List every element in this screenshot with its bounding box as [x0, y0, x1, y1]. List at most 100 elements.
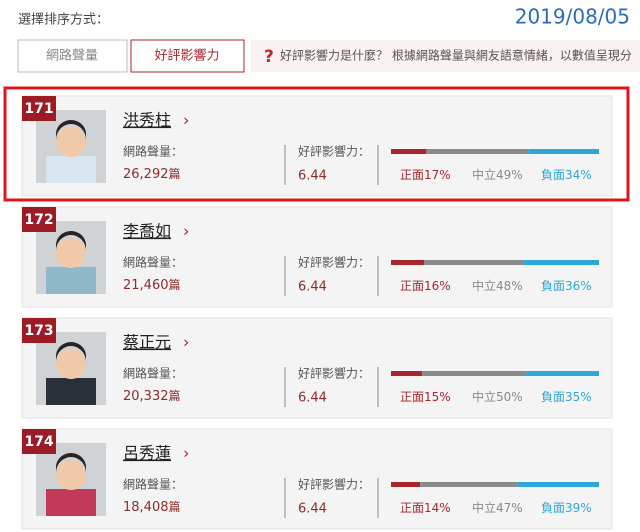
sentiment-label: 中立47% — [472, 500, 523, 515]
date: 2019/08/05 — [515, 5, 630, 29]
photo-body — [46, 378, 96, 405]
sentiment-label: 負面34% — [541, 168, 592, 182]
sentiment-bar — [424, 260, 525, 265]
rank: 171 — [24, 101, 53, 117]
tab[interactable]: 網路聲量 — [46, 48, 98, 64]
photo-face — [56, 238, 86, 268]
volume: 21,460篇 — [123, 277, 181, 293]
sentiment-name: 中立 — [472, 167, 496, 182]
sentiment-name: 正面 — [400, 279, 424, 293]
arrow[interactable]: › — [183, 222, 189, 241]
sentiment-value: 36% — [565, 279, 592, 293]
rank: 174 — [24, 434, 53, 450]
tab-active[interactable]: 好評影響力 — [154, 48, 219, 64]
influence-label: 好評影響力： — [298, 477, 370, 492]
sentiment-name: 負面 — [541, 168, 565, 182]
rank-badge — [22, 318, 56, 343]
influence-label: 好評影響力： — [298, 255, 370, 270]
influence: 6.44 — [298, 280, 327, 295]
sentiment-bar — [517, 482, 599, 487]
photo-face — [56, 127, 86, 157]
volume: 18,408篇 — [123, 499, 181, 515]
rank-badge — [22, 429, 56, 454]
sentiment-name: 負面 — [541, 501, 565, 515]
sentiment-bar — [420, 482, 518, 487]
photo-body — [46, 489, 96, 516]
rank-badge — [22, 96, 56, 121]
sentiment-label: 負面35% — [541, 390, 592, 404]
influence: 6.44 — [298, 169, 327, 184]
arrow[interactable]: › — [183, 444, 189, 463]
rank-badge — [22, 207, 56, 232]
sentiment-value: 35% — [565, 390, 592, 404]
sentiment-label: 中立48% — [472, 278, 523, 293]
sentiment-name: 負面 — [541, 390, 565, 404]
sentiment-value: 50% — [496, 390, 523, 404]
info-box — [251, 40, 640, 72]
photo-hair — [56, 231, 86, 251]
sentiment-label: 正面16% — [400, 279, 451, 293]
card — [21, 95, 613, 197]
sentiment-bar — [528, 149, 599, 154]
name[interactable]: 李喬如 — [123, 222, 171, 241]
tab-box[interactable] — [17, 39, 128, 73]
photo-hair — [56, 120, 86, 140]
volume-label: 網路聲量： — [123, 477, 183, 492]
sentiment-bar — [426, 149, 529, 154]
tab-box-active[interactable] — [130, 39, 245, 73]
volume-number: 26,292 — [123, 167, 169, 182]
sentiment-name: 正面 — [400, 390, 424, 404]
volume-unit: 篇 — [169, 499, 181, 514]
sentiment-bar — [422, 371, 527, 376]
sentiment-name: 中立 — [472, 389, 496, 404]
volume: 20,332篇 — [123, 388, 181, 404]
arrow[interactable]: › — [183, 111, 189, 130]
sentiment-value: 49% — [496, 168, 523, 182]
influence-label: 好評影響力： — [298, 366, 370, 381]
sentiment-name: 正面 — [400, 501, 424, 515]
sentiment-value: 34% — [565, 168, 592, 182]
volume-label: 網路聲量： — [123, 366, 183, 381]
sentiment-value: 16% — [424, 279, 451, 293]
sentiment-bar — [391, 371, 423, 376]
sentiment-value: 15% — [424, 390, 451, 404]
volume-unit: 篇 — [169, 388, 181, 403]
sentiment-name: 正面 — [400, 168, 424, 182]
photo-body — [46, 267, 96, 294]
sentiment-value: 39% — [565, 501, 592, 515]
sentiment-value: 48% — [496, 279, 523, 293]
sentiment-label: 負面39% — [541, 501, 592, 515]
name[interactable]: 蔡正元 — [123, 333, 171, 352]
info-icon: ? — [264, 47, 274, 67]
volume-label: 網路聲量： — [123, 255, 183, 270]
sentiment-label: 正面14% — [400, 501, 451, 515]
sentiment-bar — [391, 260, 425, 265]
sort-label: 選擇排序方式： — [18, 12, 109, 28]
volume-unit: 篇 — [169, 277, 181, 292]
rank: 172 — [24, 212, 53, 228]
sentiment-label: 正面17% — [400, 168, 451, 182]
volume-number: 20,332 — [123, 389, 169, 404]
sentiment-bar — [526, 371, 599, 376]
sentiment-value: 14% — [424, 501, 451, 515]
influence-label: 好評影響力： — [298, 144, 370, 159]
sentiment-name: 中立 — [472, 278, 496, 293]
card — [21, 428, 613, 530]
sentiment-label: 負面36% — [541, 279, 592, 293]
photo-body — [46, 156, 96, 183]
card — [21, 206, 613, 308]
volume: 26,292篇 — [123, 166, 181, 182]
sentiment-name: 中立 — [472, 500, 496, 515]
influence: 6.44 — [298, 502, 327, 517]
sentiment-value: 17% — [424, 168, 451, 182]
card — [21, 317, 613, 419]
sentiment-bar — [391, 149, 427, 154]
name[interactable]: 呂秀蓮 — [123, 444, 171, 463]
highlight-frame — [3, 86, 630, 202]
arrow[interactable]: › — [183, 333, 189, 352]
photo-face — [56, 349, 86, 379]
volume-number: 21,460 — [123, 278, 169, 293]
influence: 6.44 — [298, 391, 327, 406]
name[interactable]: 洪秀柱 — [123, 111, 171, 130]
